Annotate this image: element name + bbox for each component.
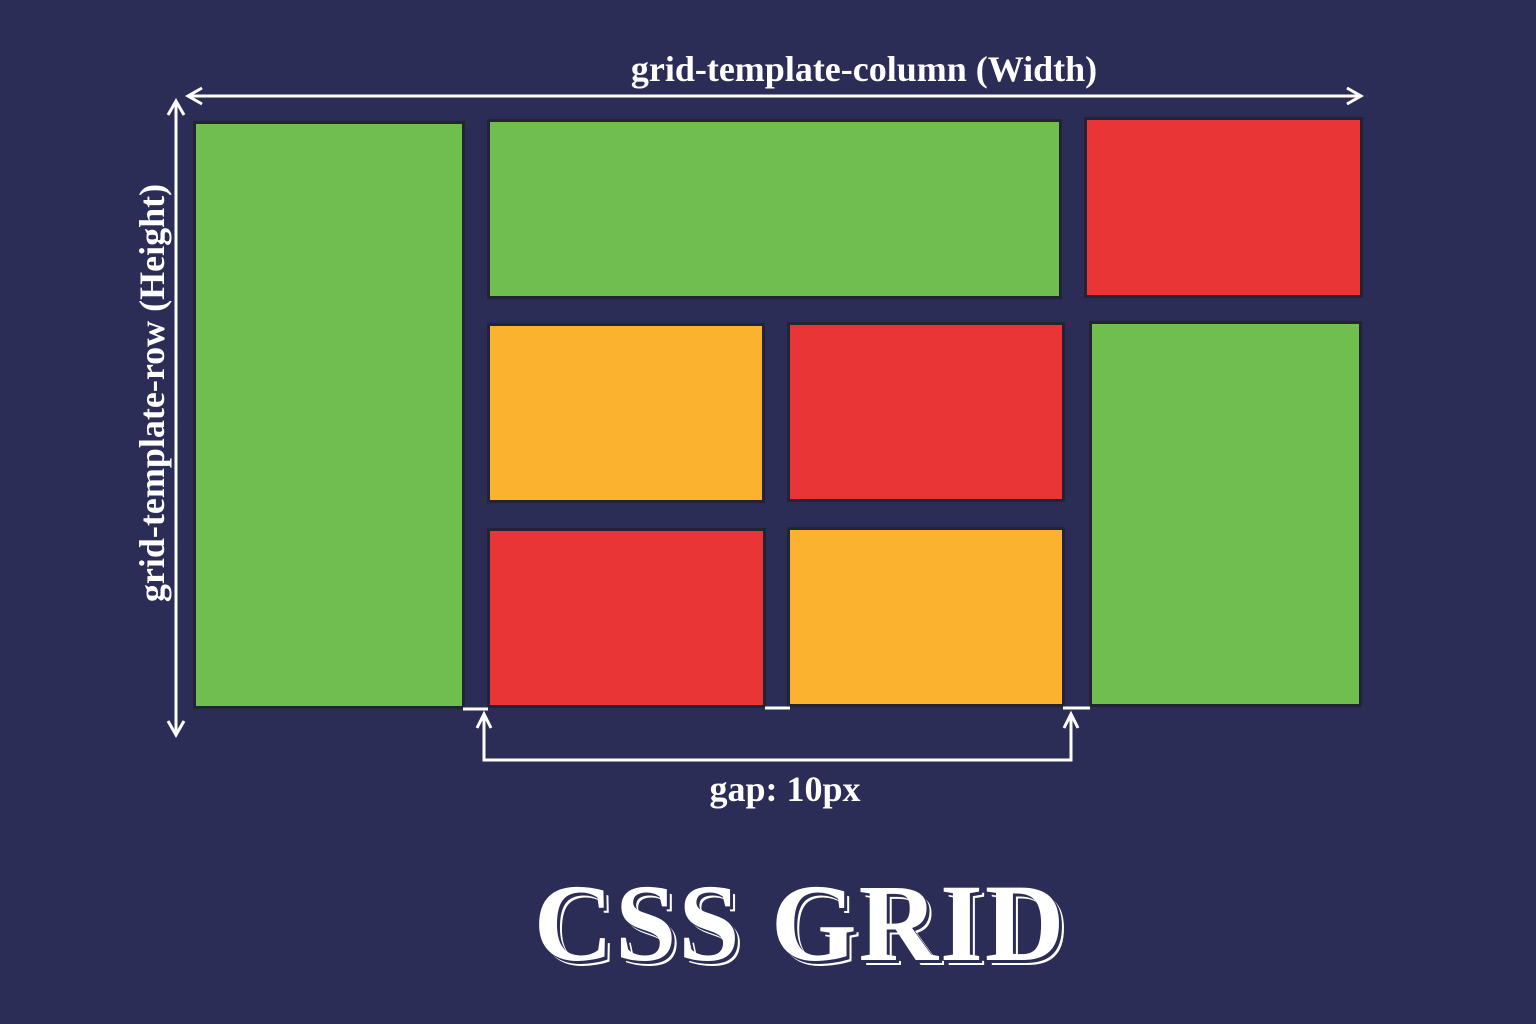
grid-cell-left-tall: [193, 121, 465, 709]
grid-cell-middle-left: [487, 323, 765, 503]
width-label: grid-template-column (Width): [630, 49, 1098, 89]
grid-cell-top-right: [1084, 117, 1363, 298]
height-label: grid-template-row (Height): [132, 183, 172, 603]
gap-markers: [463, 706, 1090, 711]
title: CSS GRID: [533, 862, 1067, 984]
grid-cell-right-tall: [1089, 321, 1362, 707]
gap-bracket-arrow: [475, 710, 1080, 762]
grid-cell-top-wide: [487, 119, 1062, 299]
width-arrow: [184, 86, 1365, 106]
grid-cell-bottom-left: [487, 528, 766, 708]
grid-cell-middle-center: [787, 322, 1065, 502]
height-arrow: [166, 97, 186, 739]
gap-label: gap: 10px: [709, 769, 861, 809]
grid-cell-bottom-center: [787, 527, 1065, 707]
